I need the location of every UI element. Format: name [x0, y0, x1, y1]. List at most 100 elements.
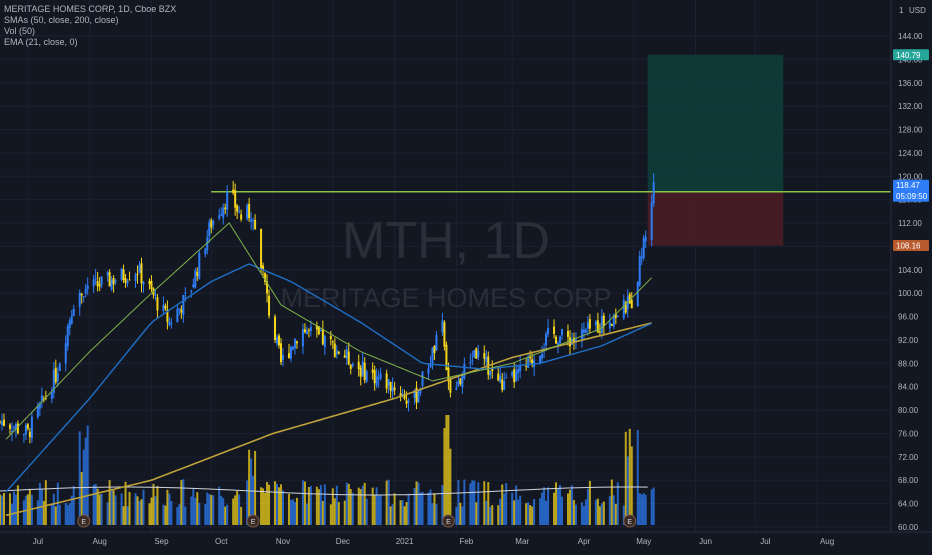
candle[interactable] [331, 341, 334, 343]
ema-indicator-label[interactable]: EMA (21, close, 0) [4, 37, 78, 47]
candle[interactable] [441, 320, 444, 333]
candle[interactable] [248, 203, 251, 219]
candle[interactable] [291, 347, 294, 350]
candle[interactable] [274, 316, 277, 341]
candle[interactable] [403, 395, 406, 399]
candle[interactable] [72, 308, 75, 316]
last-price-tag[interactable] [893, 179, 929, 202]
time-axis[interactable]: Jul Aug Sep Oct Nov Dec 2021 Feb Mar Apr May Jun Jul… [33, 537, 834, 546]
candle[interactable] [319, 330, 322, 332]
candle[interactable] [106, 272, 109, 276]
candle[interactable] [449, 379, 452, 393]
earnings-marker[interactable] [77, 514, 91, 528]
stop-price-tag[interactable] [893, 239, 929, 251]
candle[interactable] [594, 321, 597, 326]
candle[interactable] [124, 278, 127, 283]
candle[interactable] [289, 346, 292, 359]
candle[interactable] [54, 367, 57, 383]
candle[interactable] [373, 370, 376, 384]
candle[interactable] [309, 326, 312, 332]
target-price-tag[interactable] [893, 49, 929, 61]
volume-indicator-label[interactable]: Vol (50) [4, 26, 36, 36]
candle[interactable] [14, 423, 17, 429]
candle[interactable] [630, 299, 633, 309]
candle[interactable] [642, 238, 645, 258]
candle[interactable] [58, 363, 61, 371]
candle[interactable] [483, 352, 486, 359]
candle[interactable] [371, 369, 374, 373]
candle[interactable] [156, 297, 159, 311]
candle[interactable] [70, 315, 73, 324]
candle[interactable] [351, 363, 354, 366]
candle[interactable] [260, 228, 263, 269]
candle[interactable] [176, 309, 179, 322]
candle[interactable] [477, 351, 480, 357]
candle[interactable] [614, 314, 617, 319]
candle[interactable] [246, 205, 249, 219]
candle[interactable] [511, 371, 514, 376]
sma200-line[interactable] [5, 322, 652, 517]
candle[interactable] [238, 211, 241, 213]
candle[interactable] [628, 294, 631, 304]
candle[interactable] [232, 189, 235, 193]
candle[interactable] [278, 335, 281, 346]
candle[interactable] [429, 364, 432, 368]
candle[interactable] [52, 370, 55, 393]
candle[interactable] [650, 202, 653, 241]
candle[interactable] [501, 379, 504, 390]
candle[interactable] [497, 373, 500, 381]
candle[interactable] [192, 284, 195, 288]
candle[interactable] [445, 344, 448, 371]
candle[interactable] [148, 280, 151, 285]
candle[interactable] [582, 329, 585, 333]
candle[interactable] [379, 373, 382, 379]
candle[interactable] [264, 273, 267, 283]
candle[interactable] [561, 328, 564, 336]
candle[interactable] [110, 279, 113, 290]
candle[interactable] [503, 380, 506, 390]
candle[interactable] [598, 331, 601, 333]
candle[interactable] [644, 236, 647, 242]
candle[interactable] [387, 379, 390, 386]
candle[interactable] [268, 295, 271, 316]
candle[interactable] [393, 387, 396, 391]
candle[interactable] [557, 342, 560, 347]
currency-label[interactable]: USD [909, 6, 926, 15]
candle[interactable] [529, 357, 532, 359]
candle[interactable] [182, 294, 185, 315]
candle[interactable] [190, 290, 193, 292]
candle[interactable] [652, 181, 655, 204]
candle[interactable] [150, 280, 153, 289]
candle[interactable] [427, 368, 430, 374]
candle[interactable] [122, 269, 125, 280]
candle[interactable] [138, 264, 141, 273]
candle[interactable] [513, 369, 516, 383]
candle[interactable] [610, 324, 613, 326]
candle[interactable] [224, 207, 227, 210]
candle[interactable] [24, 425, 27, 435]
candle[interactable] [301, 329, 304, 347]
candle[interactable] [254, 219, 257, 229]
candle[interactable] [281, 355, 284, 360]
candle[interactable] [574, 339, 577, 341]
candle[interactable] [210, 220, 213, 228]
candle[interactable] [329, 336, 332, 340]
candle[interactable] [471, 360, 474, 362]
candle[interactable] [389, 381, 392, 391]
candle[interactable] [616, 315, 619, 317]
candle[interactable] [491, 368, 494, 372]
candle[interactable] [361, 361, 364, 376]
symbol-title[interactable]: MERITAGE HOMES CORP, 1D, Cboe BZX [4, 4, 177, 14]
candle[interactable] [475, 348, 478, 359]
candle[interactable] [80, 293, 83, 296]
candle[interactable] [499, 376, 502, 383]
candle[interactable] [36, 406, 39, 417]
candle[interactable] [112, 277, 115, 285]
candle[interactable] [266, 281, 269, 294]
candle[interactable] [461, 374, 464, 388]
candle[interactable] [413, 390, 416, 398]
candle[interactable] [357, 361, 360, 370]
earnings-marker[interactable] [441, 514, 455, 528]
candle[interactable] [2, 419, 5, 426]
